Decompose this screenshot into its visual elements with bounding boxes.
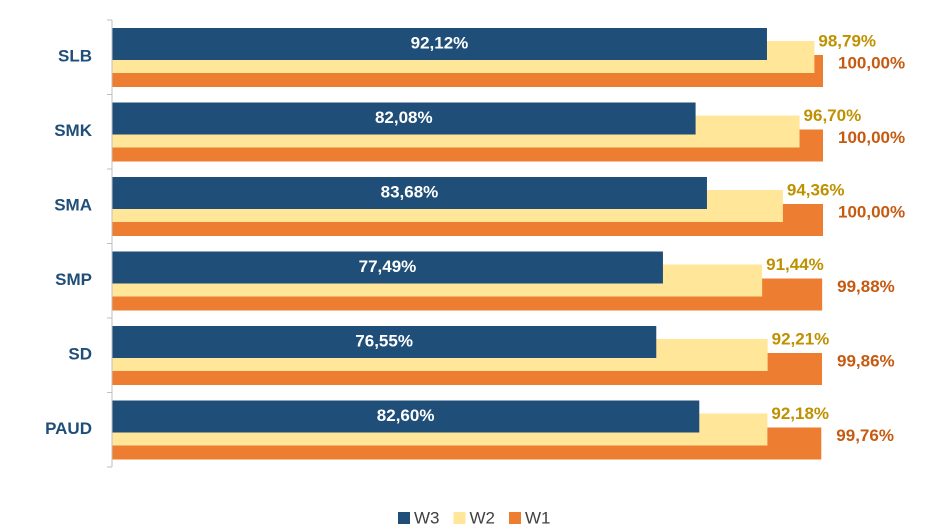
category-label: SMA xyxy=(54,196,92,215)
value-label: 76,55% xyxy=(355,331,413,350)
value-label: 83,68% xyxy=(381,182,439,201)
value-label: 100,00% xyxy=(838,202,905,221)
bar xyxy=(112,326,657,358)
value-label: 92,21% xyxy=(772,329,830,348)
value-label: 77,49% xyxy=(359,257,417,276)
legend-swatch xyxy=(509,512,521,524)
value-label: 92,12% xyxy=(411,33,469,52)
value-label: 82,60% xyxy=(377,406,435,425)
legend-label: W3 xyxy=(414,508,440,527)
value-label: 98,79% xyxy=(818,31,876,50)
legend-swatch xyxy=(453,512,466,524)
category-label: PAUD xyxy=(45,419,92,438)
value-label: 99,88% xyxy=(837,277,895,296)
category-label: SLB xyxy=(58,47,92,66)
value-label: 92,18% xyxy=(771,404,829,423)
value-label: 99,76% xyxy=(836,426,894,445)
bar xyxy=(112,400,700,433)
bar xyxy=(112,251,663,284)
legend-swatch xyxy=(398,512,410,524)
category-label: SMK xyxy=(54,121,93,140)
value-label: 82,08% xyxy=(375,108,433,127)
category-label: SMP xyxy=(55,270,92,289)
legend-label: W1 xyxy=(525,508,551,527)
bar xyxy=(112,28,767,60)
value-label: 91,44% xyxy=(766,255,824,274)
value-label: 94,36% xyxy=(787,180,845,199)
category-label: SD xyxy=(68,345,92,364)
value-label: 96,70% xyxy=(804,106,862,125)
value-label: 100,00% xyxy=(838,53,905,72)
value-label: 99,86% xyxy=(837,351,895,370)
bar xyxy=(112,177,707,209)
value-label: 100,00% xyxy=(838,128,905,147)
bar xyxy=(112,102,696,135)
legend-label: W2 xyxy=(470,508,496,527)
